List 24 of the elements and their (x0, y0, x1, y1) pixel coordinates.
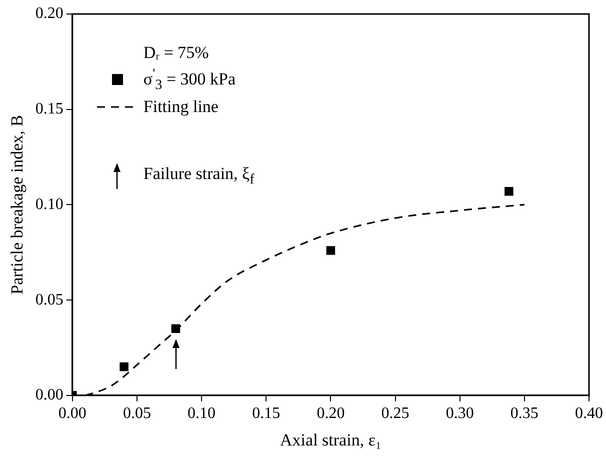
point (326, 246, 336, 255)
x-tick-label: 0.05 (122, 405, 151, 422)
x-tick-label: 0.10 (188, 405, 216, 422)
y-tick-label: 0.00 (35, 386, 64, 404)
point (120, 362, 128, 372)
x-tick-label: 0.40 (575, 405, 603, 422)
legend-title: Dᵣ = 75% (142, 42, 210, 64)
y-tick-label: 0.05 (35, 291, 64, 308)
x-tick-label: 0.25 (381, 405, 410, 422)
y-tick-label: 0.20 (35, 5, 64, 22)
x-tick-label: 0.15 (252, 405, 280, 422)
legend-label: Fitting line (143, 97, 218, 116)
x-axis-title: Axial strain, ε₁ (280, 430, 382, 450)
y-tick-label: 0.15 (35, 100, 64, 118)
x-tick-label: 0.30 (446, 405, 474, 422)
y-tick-label: 0.10 (35, 196, 64, 213)
y-axis-title: Particle breakage index, B (8, 115, 27, 294)
x-tick-label: 0.00 (58, 405, 86, 422)
point (171, 324, 180, 334)
annotation: Failure strain, ξ$_{f}$ (143, 164, 254, 188)
x-tick-label: 0.20 (316, 405, 345, 422)
x-tick-label: 0.35 (510, 405, 538, 422)
point (504, 186, 514, 196)
legend-label: σ$^{'}$$_{3}$ = 300 kPa (143, 66, 236, 93)
